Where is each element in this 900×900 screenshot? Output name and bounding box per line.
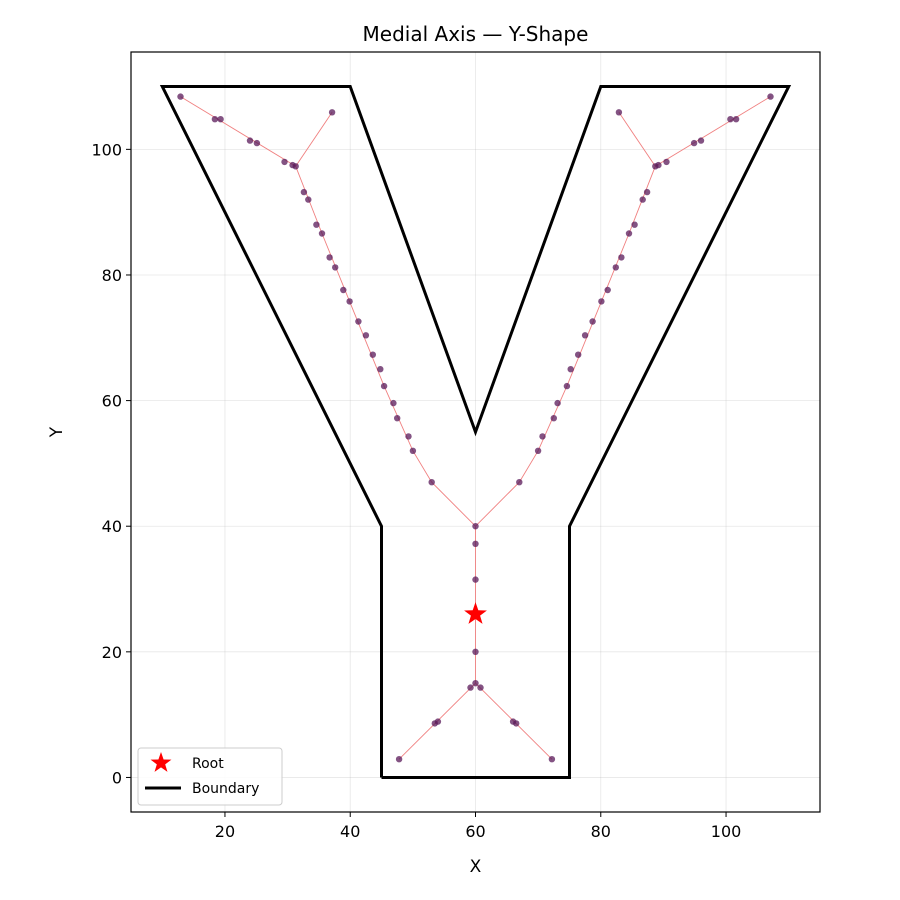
y-axis-ticks: 0 20 40 60 80 100	[91, 140, 131, 787]
medial-axis-node	[663, 158, 670, 166]
medial-axis-node	[332, 264, 339, 271]
medial-axis-node	[472, 523, 479, 530]
medial-axis-node	[472, 576, 479, 583]
medial-axis-nodes	[177, 93, 774, 763]
medial-axis-node	[655, 161, 662, 169]
medial-axis-node	[211, 116, 219, 123]
medial-axis-node	[467, 684, 474, 691]
legend: Root Boundary	[137, 747, 283, 806]
medial-axis-node	[631, 221, 638, 228]
legend-root-label: Root	[192, 756, 224, 772]
medial-axis-node	[554, 399, 561, 407]
medial-axis-node	[340, 286, 347, 294]
medial-axis-node	[253, 139, 261, 147]
medial-axis-node	[625, 230, 633, 237]
x-axis-label: X	[470, 857, 482, 877]
y-tick-label: 40	[102, 517, 122, 536]
medial-axis-edge	[295, 166, 476, 527]
medial-axis-node	[604, 286, 611, 294]
medial-axis-node	[217, 116, 224, 123]
chart-title: Medial Axis — Y-Shape	[363, 22, 589, 46]
medial-axis-node	[690, 139, 698, 147]
medial-axis-node	[575, 351, 582, 358]
medial-axis-node	[550, 415, 557, 422]
medial-axis-node	[589, 318, 596, 325]
medial-axis-node	[477, 684, 484, 691]
medial-axis-edge	[295, 112, 333, 167]
medial-axis-edge	[475, 166, 656, 527]
medial-axis-node	[581, 332, 589, 339]
medial-axis-node	[395, 756, 403, 763]
medial-axis-node	[539, 433, 546, 440]
medial-axis-node	[612, 264, 619, 271]
medial-axis-node	[300, 188, 308, 196]
medial-axis-node	[434, 718, 442, 725]
medial-axis-node	[615, 109, 623, 116]
legend-box	[137, 747, 283, 806]
root-marker	[464, 602, 487, 624]
medial-axis-node	[727, 116, 734, 123]
x-tick-label: 80	[591, 822, 611, 841]
medial-axis-node	[472, 648, 479, 655]
y-tick-label: 100	[91, 140, 122, 159]
medial-axis-edge	[655, 96, 771, 167]
x-tick-label: 40	[340, 822, 360, 841]
medial-axis-node	[369, 351, 376, 358]
medial-axis-node	[409, 447, 417, 454]
x-tick-label: 60	[465, 822, 485, 841]
root-layer	[464, 602, 487, 624]
boundary-layer	[159, 85, 792, 779]
medial-axis-node	[326, 254, 333, 261]
medial-axis-node	[289, 161, 296, 169]
medial-axis-node	[177, 93, 184, 100]
x-tick-label: 100	[711, 822, 742, 841]
legend-root-marker	[150, 752, 172, 772]
medial-axis-node	[305, 196, 312, 203]
y-tick-label: 20	[102, 643, 122, 662]
medial-axis-node	[548, 756, 556, 763]
medial-axis-node	[516, 479, 523, 486]
medial-axis-node	[732, 116, 740, 123]
medial-axis-node	[428, 479, 435, 486]
medial-axis-node	[513, 720, 520, 727]
medial-axis-edge	[618, 112, 656, 167]
boundary-polygon	[159, 85, 792, 779]
medial-axis-node	[563, 382, 571, 390]
medial-axis-node	[618, 254, 625, 261]
medial-axis-node	[281, 158, 288, 166]
y-tick-label: 60	[102, 392, 122, 411]
medial-axis-node	[472, 680, 479, 687]
medial-axis-node	[639, 196, 646, 203]
medial-axis-node	[598, 298, 605, 305]
medial-axis-node	[472, 540, 479, 547]
medial-axis-node	[246, 137, 254, 144]
medial-axis-node	[355, 318, 362, 325]
medial-axis-node	[643, 188, 651, 196]
medial-axis-node	[377, 366, 384, 373]
medial-axis-node	[318, 230, 326, 237]
medial-axis-node	[567, 366, 574, 373]
y-tick-label: 80	[102, 266, 122, 285]
y-axis-label: Y	[47, 426, 67, 438]
medial-axis-node	[390, 399, 397, 407]
medial-axis-node	[534, 447, 542, 454]
medial-axis-node	[328, 109, 336, 116]
x-axis-ticks: 20 40 60 80 100	[215, 812, 742, 841]
medial-axis-edge	[180, 96, 296, 167]
medial-axis-node	[362, 332, 370, 339]
medial-axis-node	[405, 433, 412, 440]
y-tick-label: 0	[112, 768, 122, 787]
medial-axis-node	[697, 137, 705, 144]
medial-axis-node	[313, 221, 320, 228]
legend-boundary-label: Boundary	[192, 781, 259, 797]
x-tick-label: 20	[215, 822, 235, 841]
medial-axis-node	[767, 93, 774, 100]
medial-axis-node	[346, 298, 353, 305]
medial-axis-node	[380, 382, 388, 390]
medial-axis-node	[394, 415, 401, 422]
